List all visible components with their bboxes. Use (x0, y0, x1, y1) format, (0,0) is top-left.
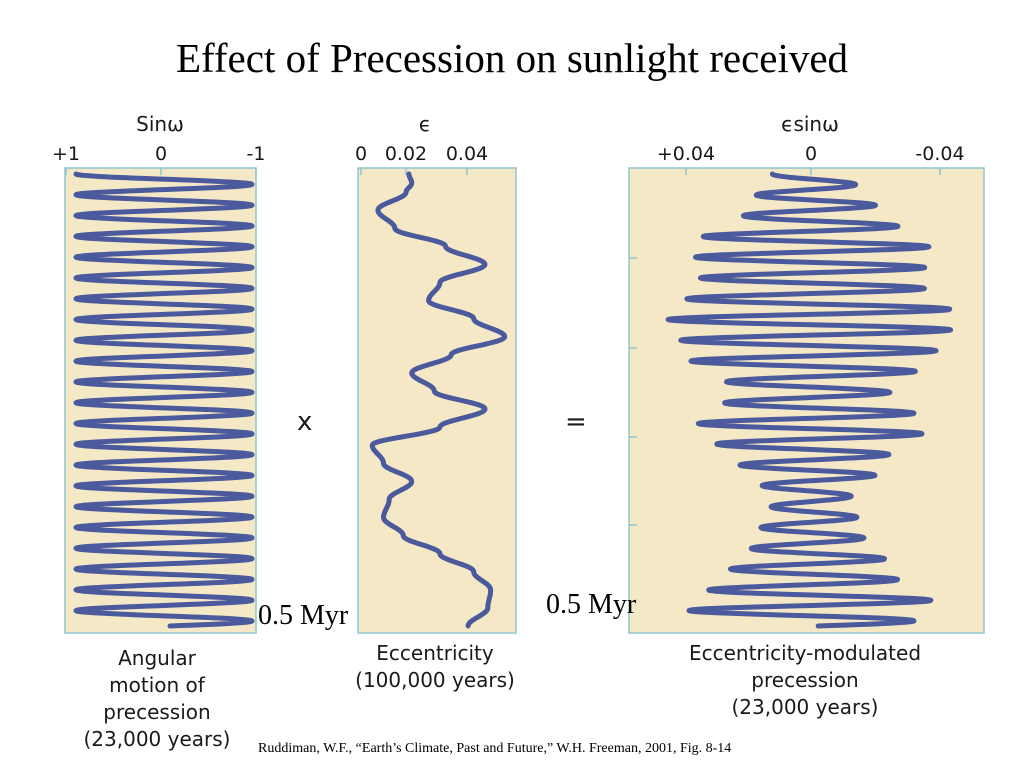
sin-omega-axis-label: Sinω (136, 112, 184, 136)
sin-omega-tick: 0 (154, 143, 168, 165)
chart-panel (357, 167, 517, 634)
esinw-caption: Eccentricity-modulated precession (23,00… (660, 640, 950, 721)
caption-line: precession (103, 700, 211, 724)
time-label-right: 0.5 Myr (546, 589, 637, 620)
caption-line: Eccentricity-modulated (688, 641, 922, 665)
eccentricity-caption: Eccentricity (100,000 years) (330, 640, 540, 694)
equals-operator: = (565, 407, 587, 437)
caption-line: (23,000 years) (83, 727, 231, 751)
sin-omega-tick: +1 (51, 143, 81, 165)
multiply-operator: x (297, 407, 313, 437)
caption-line: (23,000 years) (731, 695, 879, 719)
sin-omega-tick: -1 (246, 143, 266, 165)
caption-line: Angular (118, 646, 196, 670)
esinw-axis-label: ϵsinω (781, 112, 839, 136)
time-label-left: 0.5 Myr (258, 600, 349, 631)
eccentricity-axis-label: ϵ (418, 112, 432, 136)
caption-line: motion of (109, 673, 205, 697)
esinw-curve (665, 171, 954, 629)
caption-line: precession (751, 668, 859, 692)
esinw-tick: +0.04 (656, 143, 716, 165)
esinw-tick: 0 (804, 143, 818, 165)
eccentricity-tick: 0.04 (445, 143, 489, 165)
eccentricity-curve (369, 171, 508, 629)
esinw-tick: -0.04 (915, 143, 965, 165)
sin-omega-caption: Angular motion of precession (23,000 yea… (62, 645, 252, 753)
citation: Ruddiman, W.F., “Earth’s Climate, Past a… (258, 741, 732, 756)
eccentricity-tick: 0.02 (384, 143, 428, 165)
caption-line: (100,000 years) (355, 668, 515, 692)
sin-omega-curve (73, 171, 255, 629)
eccentricity-tick: 0 (354, 143, 368, 165)
slide-title: Effect of Precession on sunlight receive… (175, 35, 849, 81)
caption-line: Eccentricity (376, 641, 494, 665)
